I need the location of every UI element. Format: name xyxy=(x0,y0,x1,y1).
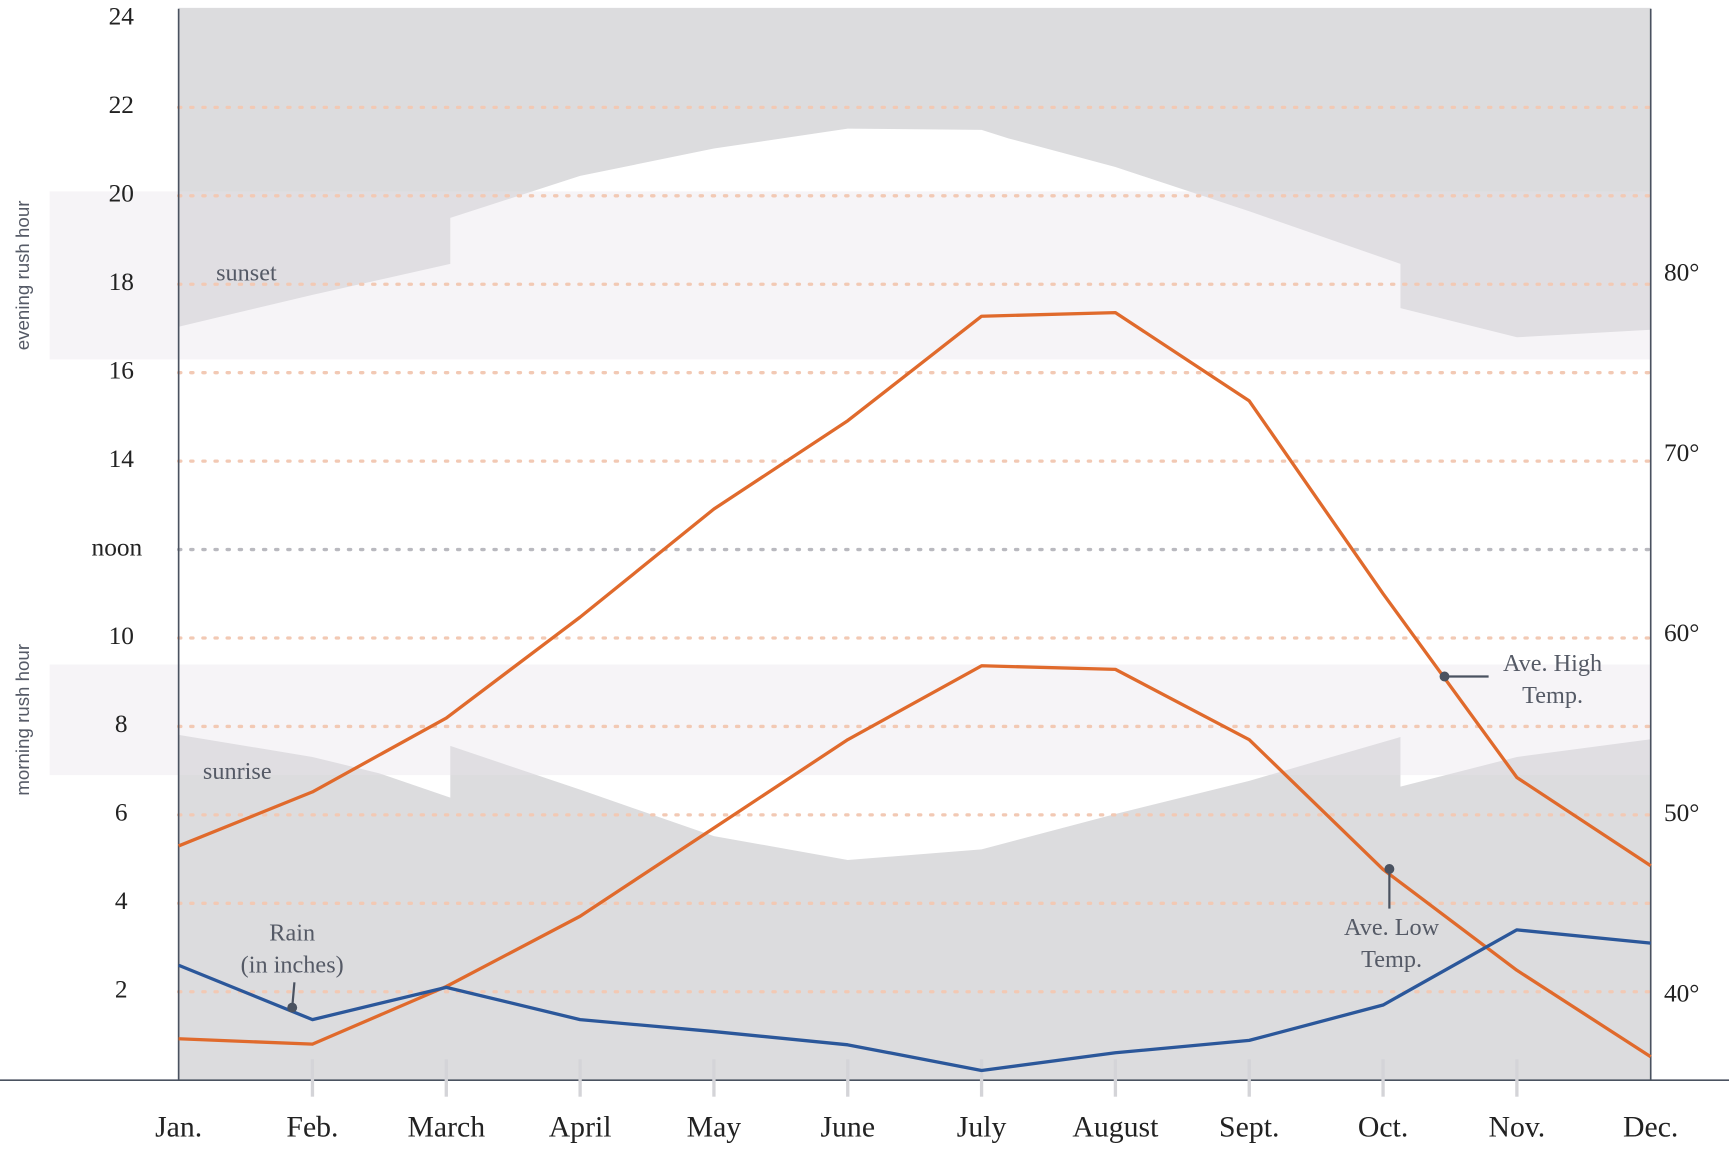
rush-hour-band xyxy=(49,664,1651,776)
y-tick-label: 8 xyxy=(115,710,128,738)
annotation-dot xyxy=(1384,864,1395,874)
y-tick-label: 10 xyxy=(109,622,134,650)
annotation-text: Ave. High xyxy=(1503,650,1602,677)
x-tick-label: Feb. xyxy=(286,1112,338,1144)
series-line xyxy=(178,928,1651,1073)
x-tick-label: Oct. xyxy=(1358,1112,1408,1144)
annotation-dot xyxy=(1439,671,1450,682)
y2-tick-label: 80° xyxy=(1664,259,1700,287)
annotation-text: Temp. xyxy=(1361,946,1422,973)
sunset-area xyxy=(178,7,1651,338)
x-tick-label: Nov. xyxy=(1489,1112,1546,1144)
y2-tick-label: 40° xyxy=(1664,979,1700,1007)
y2-tick-label: 60° xyxy=(1664,619,1700,647)
band-label: morning rush hour xyxy=(12,644,33,796)
y-tick-label: 24 xyxy=(109,3,135,31)
x-tick-label: May xyxy=(687,1112,742,1144)
x-tick-label: July xyxy=(957,1112,1007,1144)
x-tick-label: Jan. xyxy=(155,1112,202,1144)
annotation-text: Temp. xyxy=(1522,682,1583,709)
y-tick-label: 14 xyxy=(109,445,135,473)
y2-tick-label: 70° xyxy=(1664,439,1700,467)
annotation-text: Rain xyxy=(269,920,315,947)
x-tick-label: Dec. xyxy=(1623,1112,1678,1144)
y-tick-label: 16 xyxy=(109,357,134,385)
annotation-text: (in inches) xyxy=(241,951,344,978)
sunrise-area xyxy=(178,734,1651,1081)
band-label: evening rush hour xyxy=(12,201,33,351)
annotation-dot xyxy=(287,1002,298,1013)
x-tick-label: August xyxy=(1072,1112,1159,1144)
y-tick-label: 6 xyxy=(115,799,128,827)
x-tick-label: Sept. xyxy=(1219,1112,1279,1144)
sunrise-label: sunrise xyxy=(203,758,272,785)
y-tick-label: 4 xyxy=(115,887,128,915)
y-tick-label: noon xyxy=(92,533,143,561)
y2-tick-label: 50° xyxy=(1664,799,1700,827)
x-tick-label: April xyxy=(549,1112,612,1144)
rush-hour-band xyxy=(49,191,1651,360)
series-line xyxy=(178,310,1652,868)
y-tick-label: 22 xyxy=(109,91,134,119)
y-tick-label: 2 xyxy=(115,976,128,1004)
x-tick-label: June xyxy=(820,1112,875,1144)
y-tick-label: 20 xyxy=(109,180,134,208)
sunset-label: sunset xyxy=(216,260,277,287)
annotation-text: Ave. Low xyxy=(1344,914,1440,941)
y-tick-label: 18 xyxy=(109,268,134,296)
x-tick-label: March xyxy=(407,1112,485,1144)
series-line xyxy=(178,664,1652,1059)
